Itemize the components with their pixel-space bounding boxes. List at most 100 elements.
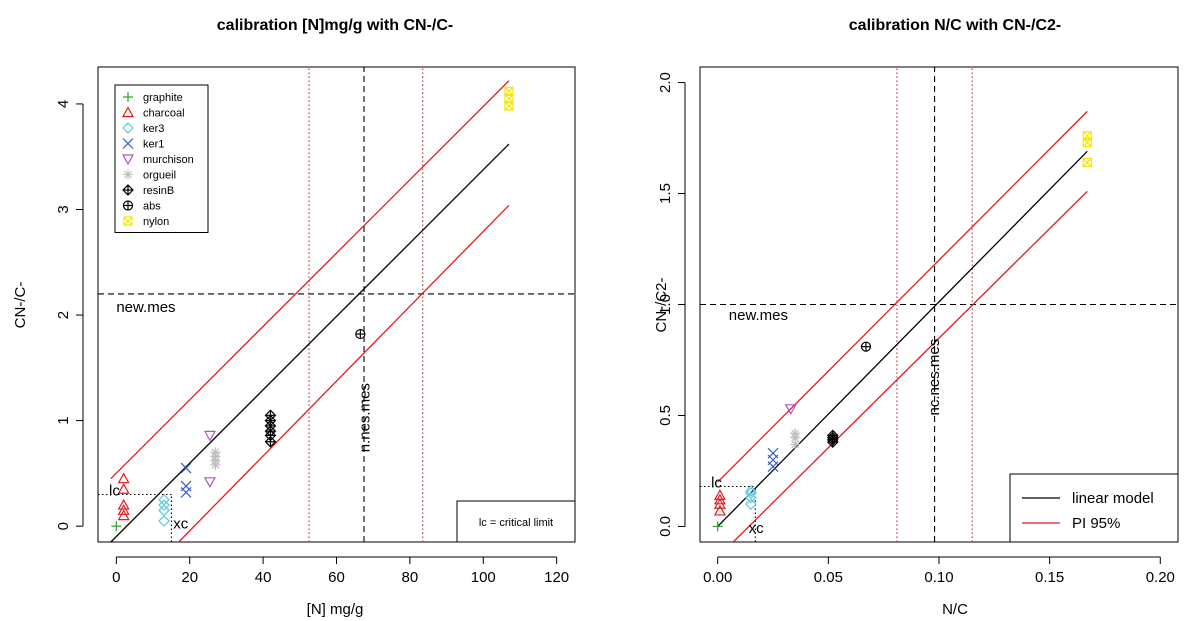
legend-box xyxy=(1009,473,1179,543)
left-chart-title: calibration [N]mg/g with CN-/C- xyxy=(217,17,453,34)
data-point xyxy=(713,504,726,516)
plot-area xyxy=(98,67,575,542)
data-point xyxy=(790,439,801,450)
data-point xyxy=(745,485,757,497)
legend: linear model PI 95% xyxy=(1009,473,1179,543)
legend-label: PI 95% xyxy=(1072,515,1120,532)
series-resinB xyxy=(826,429,839,448)
annotation: lc xyxy=(109,483,120,500)
data-point xyxy=(355,328,366,340)
series-nylon xyxy=(1082,131,1092,168)
y-tick-label: 4 xyxy=(55,100,72,108)
legend-label: abs xyxy=(143,201,161,213)
x-tick-label: 0.10 xyxy=(924,569,953,586)
x-tick-label: 0 xyxy=(112,569,120,586)
left-y-axis-label: CN-/C- xyxy=(12,282,29,329)
series-abs xyxy=(860,341,872,352)
prediction-interval-line xyxy=(178,204,510,542)
annotation: n.nes.mes xyxy=(357,383,374,452)
x-tick-label: 60 xyxy=(328,569,345,586)
data-point xyxy=(713,489,726,500)
right-x-axis-label: N/C xyxy=(942,601,968,618)
data-point xyxy=(117,472,130,484)
data-point xyxy=(117,482,130,494)
data-point xyxy=(158,504,170,517)
data-point xyxy=(745,487,757,500)
x-tick-label: 0.15 xyxy=(1035,569,1064,586)
y-tick-label: 1 xyxy=(55,416,72,424)
right-chart-title: calibration N/C with CN-/C2- xyxy=(849,17,1061,34)
right-y-axis-label: CN-/C2- xyxy=(653,277,670,332)
y-tick-label: 3 xyxy=(55,205,72,213)
data-point xyxy=(504,94,514,104)
data-point xyxy=(210,447,221,458)
series-murchison xyxy=(203,430,216,489)
data-point xyxy=(1082,131,1092,141)
data-point xyxy=(158,499,170,511)
annotation: xc xyxy=(749,520,765,537)
data-point xyxy=(180,462,192,474)
legend-label: ker1 xyxy=(143,139,164,151)
series-graphite xyxy=(712,521,723,532)
data-point xyxy=(1082,157,1092,168)
y-axis: 0.0 0.5 1.0 1.5 2.0 xyxy=(657,72,686,537)
legend-label: linear model xyxy=(1072,490,1154,507)
data-point xyxy=(784,404,797,416)
x-tick-label: 0.05 xyxy=(814,569,843,586)
x-tick-label: 80 xyxy=(402,569,419,586)
plot-area xyxy=(700,67,1178,542)
data-point xyxy=(504,101,514,111)
series-nylon xyxy=(504,86,514,111)
x-tick-label: 0.00 xyxy=(703,569,732,586)
legend-label: nylon xyxy=(143,216,169,228)
legend-label: charcoal xyxy=(143,108,185,120)
data-point xyxy=(712,521,723,532)
x-axis: 0 20 40 60 80 100 120 xyxy=(112,556,569,586)
data-point xyxy=(121,106,135,118)
series-resinB xyxy=(264,409,277,448)
legend-label: ker3 xyxy=(143,123,164,135)
annotation: new.mes xyxy=(116,299,175,316)
data-point xyxy=(111,521,122,532)
data-point xyxy=(504,86,514,96)
y-tick-label: 2 xyxy=(55,311,72,319)
left-x-axis-label: [N] mg/g xyxy=(307,601,364,618)
data-point xyxy=(122,138,134,149)
data-point xyxy=(123,216,133,226)
series-charcoal xyxy=(117,472,130,521)
data-point xyxy=(203,430,216,442)
series-ker3 xyxy=(158,493,170,527)
legend-label: orgueil xyxy=(143,170,176,182)
x-axis: 0.00 0.05 0.10 0.15 0.20 xyxy=(703,556,1175,586)
data-point xyxy=(123,169,133,180)
right-calibration-panel: calibration N/C with CN-/C2- N/C CN-/C2-… xyxy=(653,17,1179,618)
x-tick-label: 40 xyxy=(255,569,272,586)
critical-limit-note: lc = critical limit xyxy=(456,500,576,543)
data-point xyxy=(745,498,757,511)
data-point xyxy=(122,122,134,134)
y-tick-label: 0.0 xyxy=(657,516,674,537)
series-ker3 xyxy=(745,485,757,511)
y-tick-label: 0 xyxy=(55,522,72,530)
regression-line xyxy=(717,150,1088,527)
data-point xyxy=(790,428,801,439)
annotation: lc xyxy=(711,475,722,492)
plot-frame xyxy=(97,66,576,543)
data-point xyxy=(767,447,779,459)
annotation: xc xyxy=(173,515,189,532)
series-abs xyxy=(355,328,366,340)
data-point xyxy=(117,509,130,521)
legend-label: resinB xyxy=(143,185,174,197)
data-point xyxy=(203,477,216,489)
data-point xyxy=(117,504,130,515)
data-point xyxy=(826,429,839,442)
x-tick-label: 100 xyxy=(471,569,496,586)
legend-label: graphite xyxy=(143,92,183,104)
data-point xyxy=(745,491,757,504)
note-box xyxy=(456,500,576,543)
data-point xyxy=(122,200,134,211)
x-tick-label: 120 xyxy=(544,569,569,586)
x-tick-label: 0.20 xyxy=(1146,569,1175,586)
series-orgueil xyxy=(210,447,221,470)
